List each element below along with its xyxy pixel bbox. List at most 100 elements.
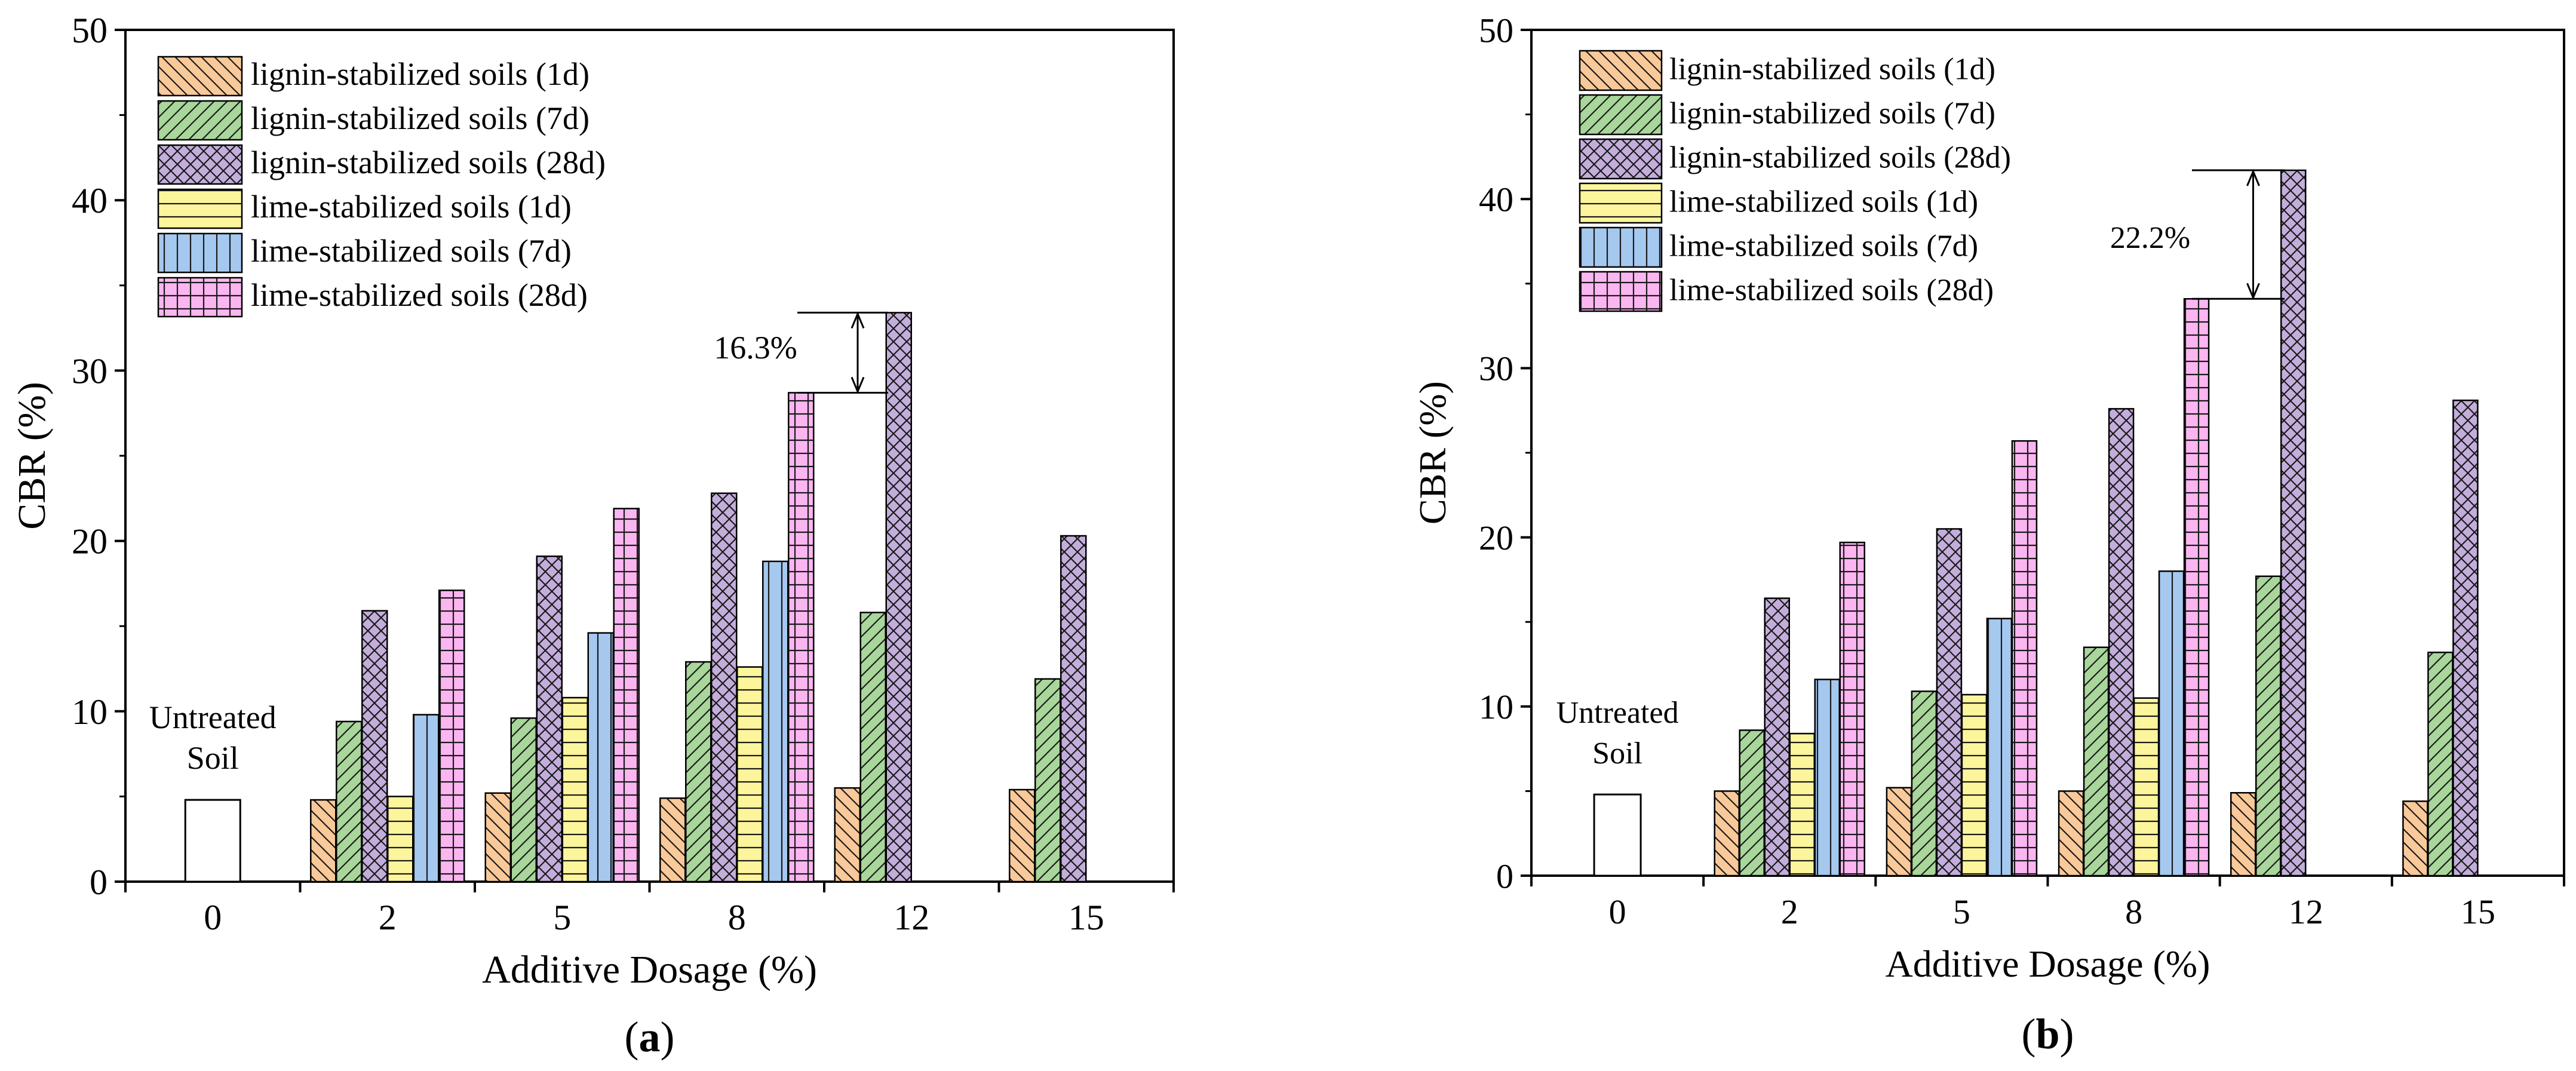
bar-back-diagonal-cat-15 — [2402, 800, 2428, 877]
x-axis-label: Additive Dosage (%) — [1886, 943, 2210, 985]
bar-horizontal-cat-5 — [561, 696, 588, 883]
legend-label: lignin-stabilized soils (7d) — [1669, 97, 1995, 131]
chart-panel-b: lignin-stabilized soils (1d) lignin-stabi… — [1411, 11, 2565, 1058]
x-tick-label: 8 — [728, 898, 746, 937]
y-tick-label: 10 — [1479, 688, 1513, 726]
bar-diagonal-cat-8 — [685, 661, 712, 883]
legend-label: lignin-stabilized soils (28d) — [1669, 141, 2011, 175]
bar-cross-cat-12 — [885, 312, 912, 883]
legend-swatch — [157, 144, 243, 185]
y-tick-label: 40 — [72, 181, 108, 220]
x-tick-label: 15 — [1069, 898, 1104, 937]
legend-swatch — [1579, 50, 1663, 91]
bar-grid-cat-5 — [2011, 440, 2038, 877]
bar-vertical-cat-5 — [587, 632, 614, 883]
legend-swatch — [1579, 271, 1663, 312]
bar-diagonal-cat-15 — [1034, 678, 1061, 883]
bar-cross-cat-15 — [2452, 399, 2479, 877]
legend-label: lignin-stabilized soils (1d) — [251, 56, 589, 92]
x-tick-label: 0 — [1609, 892, 1626, 931]
y-tick-label: 0 — [1496, 857, 1513, 895]
bar-diagonal-cat-5 — [1911, 691, 1938, 877]
panel-label: (a) — [625, 1013, 675, 1061]
bar-horizontal-cat-5 — [1961, 693, 1988, 877]
bar-cross-cat-15 — [1060, 535, 1087, 883]
x-tick-label: 15 — [2461, 892, 2495, 931]
untreated-label: Soil — [1592, 736, 1642, 771]
panel-label: (b) — [2021, 1010, 2074, 1058]
bar-horizontal-cat-2 — [387, 796, 414, 883]
bar-untreated-soil — [1593, 793, 1642, 877]
bar-horizontal-cat-8 — [2133, 697, 2160, 877]
untreated-label: Untreated — [1556, 696, 1679, 730]
legend-label: lime-stabilized soils (28d) — [251, 277, 588, 313]
bar-vertical-cat-8 — [2158, 570, 2185, 877]
y-tick-label: 50 — [1479, 11, 1513, 50]
bar-diagonal-cat-5 — [510, 717, 537, 883]
bar-vertical-cat-5 — [1986, 618, 2013, 877]
legend-label: lime-stabilized soils (7d) — [251, 233, 572, 269]
legend-swatch — [1579, 138, 1663, 180]
legend-label: lime-stabilized soils (1d) — [1669, 185, 1978, 219]
bar-grid-cat-8 — [2183, 298, 2210, 877]
bar-diagonal-cat-12 — [2255, 575, 2282, 877]
bar-cross-cat-5 — [1936, 528, 1963, 877]
bar-grid-cat-2 — [438, 590, 465, 883]
untreated-label: Soil — [187, 740, 239, 776]
legend-swatch — [157, 232, 243, 274]
bar-untreated-soil — [184, 799, 241, 883]
annotation-arrowhead — [851, 376, 865, 394]
legend-swatch — [157, 100, 243, 141]
bar-back-diagonal-cat-12 — [2230, 791, 2256, 877]
y-tick-label: 30 — [1479, 349, 1513, 388]
x-tick-label: 0 — [204, 898, 222, 937]
x-tick-label: 12 — [894, 898, 929, 937]
bar-grid-cat-2 — [1839, 541, 1865, 877]
legend-swatch — [1579, 226, 1663, 268]
bar-vertical-cat-8 — [762, 560, 789, 883]
bar-grid-cat-5 — [613, 508, 640, 883]
annotation-label: 22.2% — [2110, 221, 2190, 255]
x-tick-label: 5 — [1953, 892, 1970, 931]
bar-back-diagonal-cat-2 — [1714, 790, 1740, 877]
y-tick-label: 0 — [90, 863, 108, 902]
y-axis-label: CBR (%) — [1411, 381, 1454, 524]
x-tick-label: 12 — [2289, 892, 2323, 931]
legend-swatch — [1579, 182, 1663, 224]
legend-swatch — [157, 188, 243, 229]
bar-back-diagonal-cat-8 — [2058, 790, 2084, 877]
bar-back-diagonal-cat-8 — [659, 797, 686, 883]
legend-swatch — [157, 277, 243, 318]
y-axis-label: CBR (%) — [10, 382, 54, 530]
chart-panel-a: lignin-stabilized soils (1d) lignin-stabi… — [10, 11, 1175, 1061]
untreated-label: Untreated — [149, 699, 277, 735]
legend-swatch — [1579, 94, 1663, 136]
y-tick-label: 10 — [72, 692, 108, 732]
bar-cross-cat-2 — [1764, 597, 1790, 877]
bar-back-diagonal-cat-12 — [834, 787, 861, 883]
x-tick-label: 8 — [2125, 892, 2142, 931]
bar-back-diagonal-cat-15 — [1009, 788, 1036, 883]
bar-diagonal-cat-2 — [336, 720, 363, 883]
x-tick-label: 2 — [379, 898, 397, 937]
bar-cross-cat-8 — [711, 492, 738, 883]
annotation-arrowhead — [2246, 169, 2260, 186]
annotation-arrowhead — [851, 311, 865, 329]
bar-diagonal-cat-8 — [2083, 646, 2110, 877]
bar-back-diagonal-cat-5 — [1886, 787, 1912, 877]
legend-swatch — [157, 56, 243, 97]
y-tick-label: 50 — [72, 11, 108, 50]
bar-diagonal-cat-12 — [859, 612, 886, 883]
bar-cross-cat-5 — [536, 556, 563, 883]
annotation-arrowhead — [2246, 283, 2260, 300]
bar-vertical-cat-2 — [1814, 679, 1840, 877]
x-axis-label: Additive Dosage (%) — [482, 948, 817, 992]
legend-label: lime-stabilized soils (1d) — [251, 189, 572, 225]
x-tick-label: 2 — [1781, 892, 1798, 931]
bar-horizontal-cat-8 — [736, 666, 763, 883]
bar-diagonal-cat-15 — [2427, 651, 2454, 877]
legend-label: lime-stabilized soils (28d) — [1669, 274, 1994, 308]
legend-label: lignin-stabilized soils (28d) — [251, 145, 606, 180]
bar-back-diagonal-cat-5 — [484, 792, 511, 883]
x-tick-label: 5 — [553, 898, 571, 937]
